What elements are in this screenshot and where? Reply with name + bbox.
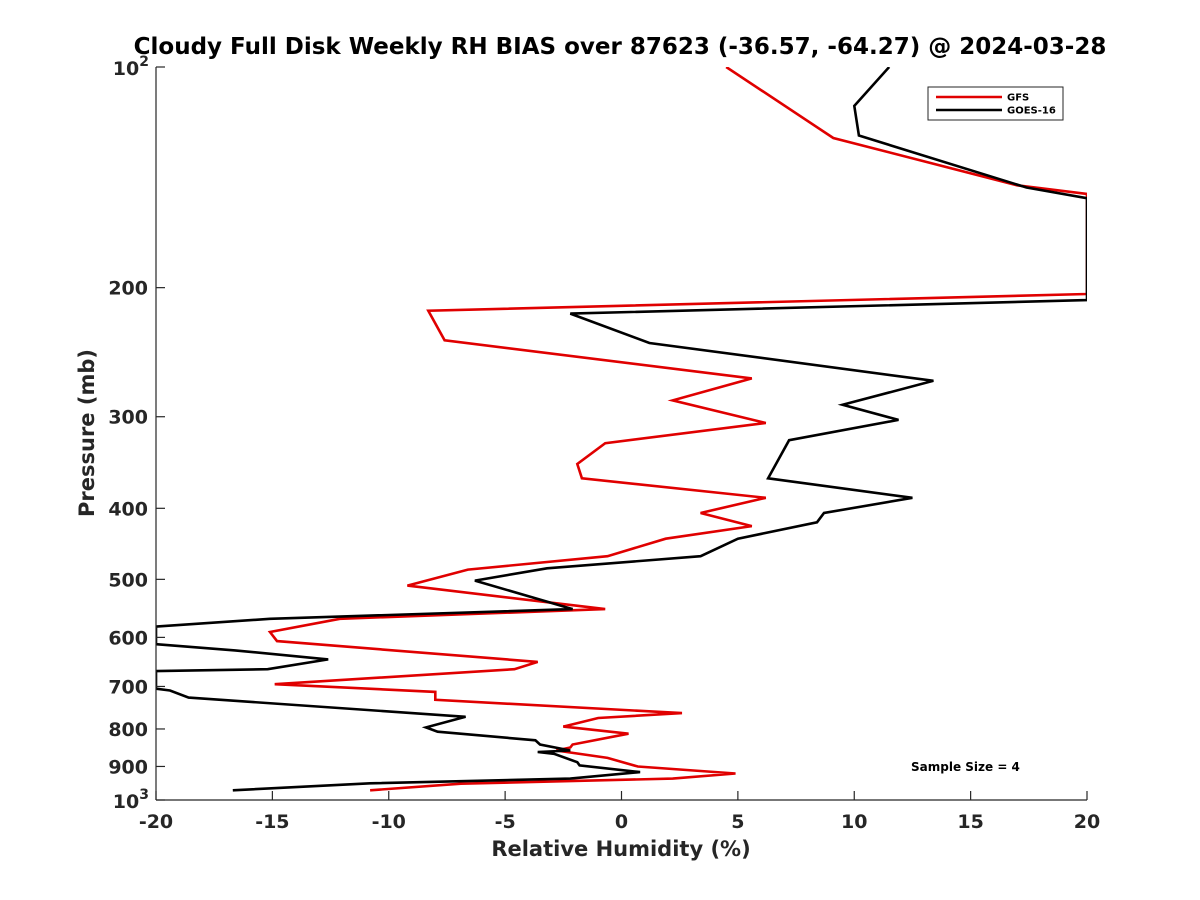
- series-layer: [156, 67, 1087, 792]
- y-tick-label: 200: [108, 278, 148, 300]
- x-tick-label: 10: [841, 811, 867, 833]
- x-tick-label: -15: [255, 811, 289, 833]
- y-tick-label: 600: [108, 627, 148, 649]
- legend-label-gfs: GFS: [1007, 93, 1029, 104]
- y-tick-label: 500: [108, 569, 148, 591]
- chart-title: Cloudy Full Disk Weekly RH BIAS over 876…: [134, 34, 1107, 60]
- x-axis-ticks: -20 -15 -10 -5 0 5 10 15 20: [139, 791, 1100, 833]
- series-line-goes-16: [156, 67, 1087, 792]
- y-tick-label: 300: [108, 407, 148, 429]
- x-tick-label: -20: [139, 811, 173, 833]
- y-tick-label-power: 102: [113, 54, 149, 80]
- y-tick-label-power: 103: [113, 787, 149, 813]
- y-axis-label: Pressure (mb): [75, 349, 99, 517]
- y-tick-label: 700: [108, 676, 148, 698]
- series-line-gfs: [267, 67, 1087, 792]
- y-tick-label: 900: [108, 756, 148, 778]
- x-tick-label: -10: [372, 811, 406, 833]
- x-tick-label: 20: [1074, 811, 1100, 833]
- x-tick-label: 0: [615, 811, 628, 833]
- y-axis-ticks: 200 300 400 500 600 700 800 900 102 103: [108, 54, 165, 813]
- legend-box: [927, 86, 1064, 121]
- y-tick-label: 400: [108, 498, 148, 520]
- y-tick-label: 800: [108, 719, 148, 741]
- x-axis-label: Relative Humidity (%): [491, 837, 750, 861]
- x-tick-label: 15: [957, 811, 983, 833]
- x-tick-label: -5: [495, 811, 516, 833]
- legend: GFS GOES-16: [927, 86, 1064, 121]
- sample-size-annotation: Sample Size = 4: [911, 760, 1020, 774]
- x-tick-label: 5: [731, 811, 744, 833]
- legend-label-goes-16: GOES-16: [1007, 106, 1056, 117]
